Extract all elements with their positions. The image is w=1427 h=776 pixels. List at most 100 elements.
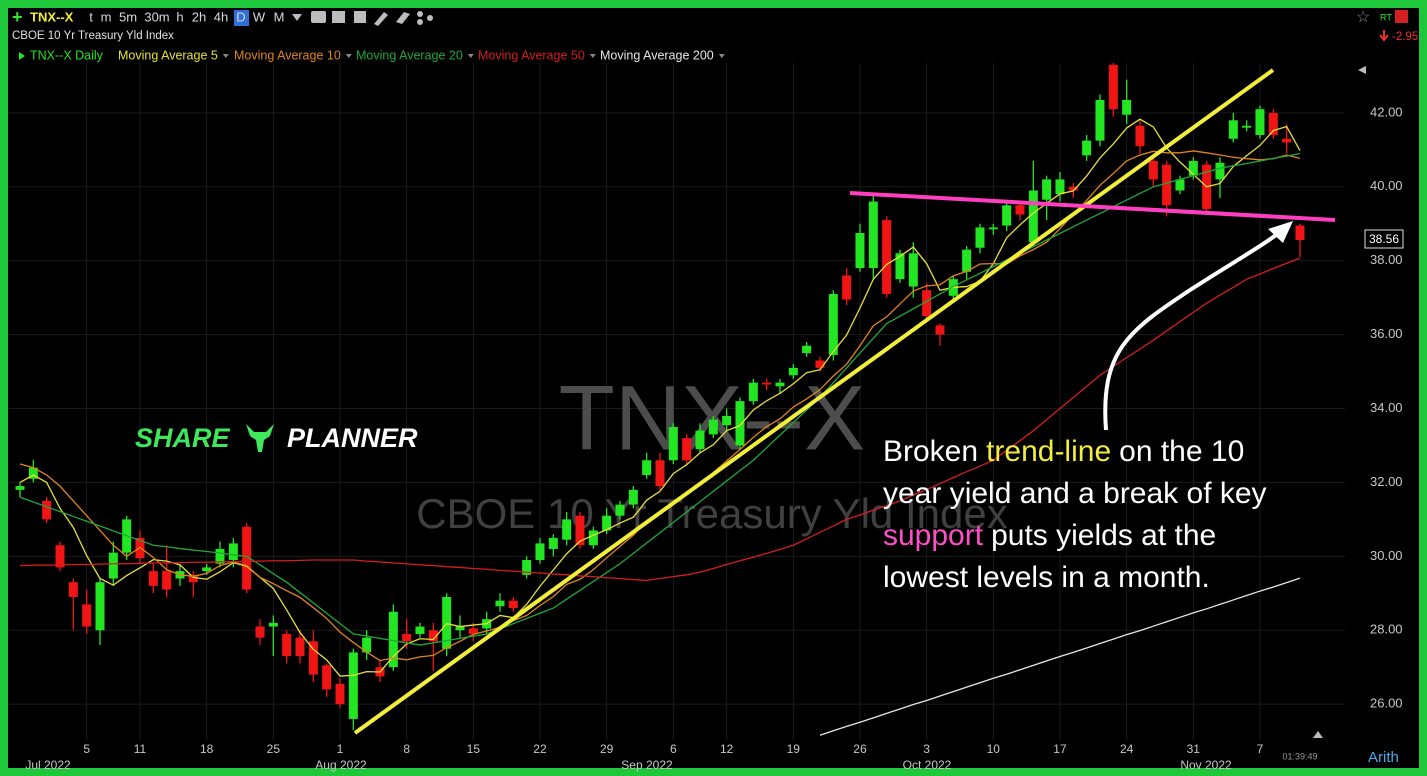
annotation-line: lowest levels in a month.: [883, 561, 1210, 594]
x-tick-label: 25: [267, 742, 281, 756]
interval[interactable]: M: [274, 9, 285, 24]
candle-body: [1122, 99, 1132, 115]
interval[interactable]: m: [101, 9, 112, 24]
annotation-line: Broken trend-line on the 10: [883, 435, 1244, 468]
annotation-line: support puts yields at the: [883, 519, 1216, 552]
candle-body: [868, 201, 878, 269]
candle-body: [348, 652, 358, 719]
compare-icon[interactable]: [354, 11, 366, 23]
subtitle: CBOE 10 Yr Treasury Yld Index: [12, 30, 174, 42]
y-tick-label: 40.00: [1370, 178, 1403, 193]
y-tick-label: 38.00: [1370, 252, 1403, 267]
candle-body: [548, 537, 558, 549]
legend-entry: Moving Average 50: [478, 48, 585, 62]
moving-average-line: [19, 257, 1301, 582]
candle-body: [388, 611, 398, 668]
candle-body: [562, 519, 572, 540]
candle-body: [162, 571, 172, 590]
candle-body: [655, 460, 665, 487]
candle-body: [962, 249, 972, 272]
dropdown-icon[interactable]: [292, 14, 302, 21]
x-tick-label: 8: [403, 742, 410, 756]
candle-body: [1242, 125, 1252, 128]
candle-body: [775, 382, 785, 387]
symbol[interactable]: TNX--X: [30, 9, 74, 24]
last-price: 38.56: [1369, 232, 1399, 246]
scroll-icon[interactable]: [1313, 731, 1323, 738]
down-arrow: [1379, 30, 1389, 42]
bars-icon[interactable]: [332, 11, 345, 23]
candle-body: [1135, 125, 1145, 147]
annotation: Broken trend-line on the 10 year yield and …: [883, 435, 1267, 594]
candle-body: [442, 596, 452, 649]
y-tick-label: 34.00: [1370, 400, 1403, 415]
legend-dropdown: [718, 54, 725, 58]
tools-icon[interactable]: [396, 12, 410, 24]
candle-body: [308, 641, 318, 675]
legend: TNX--X Daily Moving Average 5 Moving Avera…: [19, 48, 725, 62]
candle-body: [602, 515, 612, 531]
candle-body: [1015, 205, 1025, 215]
x-tick-label: 3: [923, 742, 930, 756]
candle-body: [575, 515, 585, 546]
candle-body: [335, 683, 345, 705]
candle-body: [1175, 179, 1185, 191]
chart-type-icon[interactable]: [311, 11, 326, 23]
draw-icon[interactable]: [374, 12, 388, 26]
legend-dropdown: [222, 54, 229, 58]
interval[interactable]: 4h: [214, 9, 228, 24]
star-icon[interactable]: ☆: [1356, 9, 1370, 26]
candle-body: [615, 504, 625, 516]
candle-body: [28, 467, 38, 479]
x-tick-label: 29: [600, 742, 614, 756]
arrow: [1103, 230, 1282, 431]
candle-body: [255, 626, 265, 638]
candle-body: [1162, 164, 1172, 206]
candle-body: [455, 626, 465, 631]
interval[interactable]: 30m: [144, 9, 169, 24]
interval[interactable]: W: [253, 9, 266, 24]
candle-body: [82, 604, 92, 627]
support-line: [849, 191, 1336, 222]
interval[interactable]: D: [236, 9, 245, 24]
logo: SHARE PLANNER: [135, 423, 418, 453]
candle-body: [668, 426, 678, 461]
interval[interactable]: 5m: [119, 9, 137, 24]
candle-body: [362, 637, 372, 653]
interval[interactable]: 2h: [192, 9, 206, 24]
candle-body: [508, 600, 518, 609]
month-label: Sep 2022: [621, 758, 673, 772]
annotation-line: year yield and a break of key: [883, 477, 1267, 510]
interval[interactable]: h: [176, 9, 183, 24]
realtime: RT: [1380, 12, 1392, 22]
legend-entry: TNX--X Daily: [30, 48, 104, 62]
candle-body: [282, 633, 292, 657]
candle-body: [1055, 179, 1065, 195]
add-icon[interactable]: +: [12, 7, 23, 27]
annotation-text: on the 10: [1119, 435, 1244, 468]
candle-body: [148, 571, 158, 586]
annotation-text: puts yields at the: [991, 519, 1216, 552]
candle-body: [588, 530, 598, 546]
candle-body: [815, 360, 825, 368]
change: -2.95: [1392, 31, 1418, 43]
x-tick-label: 15: [467, 742, 481, 756]
intervals: t m 5m 30m h 2h 4h D W M: [89, 9, 284, 24]
x-tick-label: 24: [1120, 742, 1134, 756]
candle-body: [95, 582, 105, 631]
interval[interactable]: t: [89, 9, 93, 24]
collapse-icon[interactable]: [1358, 66, 1366, 74]
toolbar-icons: [292, 11, 433, 26]
scale-mode[interactable]: Arith: [1368, 749, 1399, 766]
candle-body: [1215, 162, 1225, 180]
candle-body: [802, 345, 812, 354]
share-icon[interactable]: [417, 11, 423, 17]
settings-icon[interactable]: [1395, 10, 1408, 23]
candle-body: [855, 232, 865, 269]
legend-entry: Moving Average 5: [118, 48, 218, 62]
candle-body: [242, 526, 252, 590]
candle-body: [42, 500, 52, 520]
candle-body: [188, 574, 198, 583]
candle-body: [468, 628, 478, 634]
